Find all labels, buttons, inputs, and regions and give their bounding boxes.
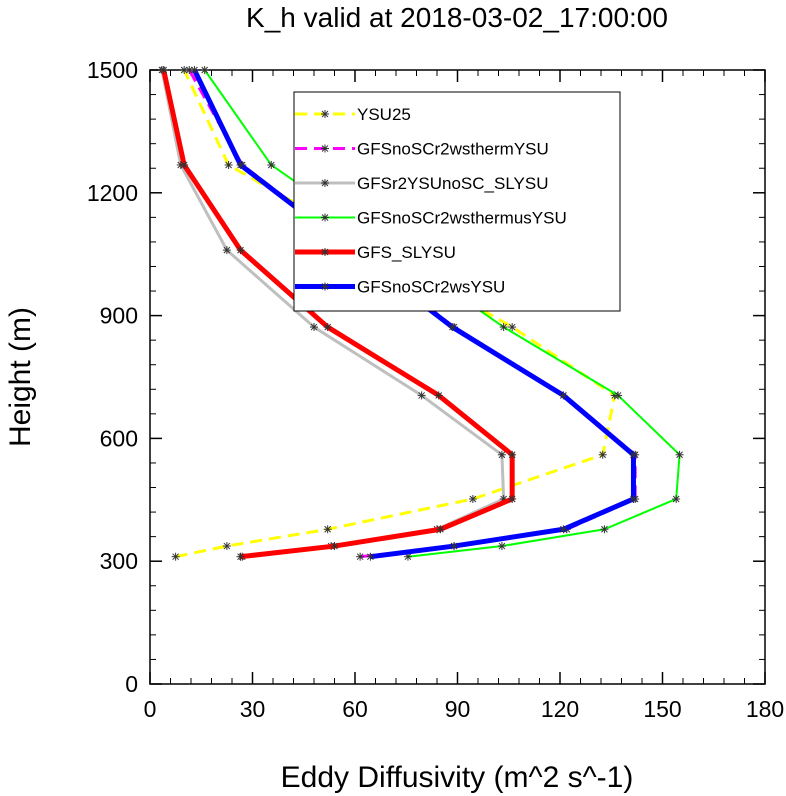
- y-tick-label: 300: [100, 548, 138, 574]
- data-point-marker: [237, 161, 244, 169]
- y-tick-label: 1500: [87, 57, 138, 83]
- legend: YSU25 GFSnoSCr2wsthermYSU GFSr2YSUnoSC_SLY…: [293, 91, 621, 312]
- data-point-marker: [321, 283, 329, 290]
- x-tick-label: 90: [445, 696, 471, 722]
- x-tick-label: 0: [144, 696, 157, 722]
- data-point-marker: [508, 495, 516, 503]
- data-point-marker: [225, 161, 232, 169]
- data-point-marker: [321, 179, 329, 187]
- data-point-marker: [614, 392, 622, 399]
- data-point-marker: [500, 323, 507, 331]
- data-point-marker: [223, 246, 231, 254]
- legend-label: GFS_SLYSU: [357, 243, 456, 262]
- x-tick-label: 30: [240, 696, 266, 722]
- data-point-marker: [450, 542, 458, 550]
- data-point-marker: [630, 495, 637, 503]
- x-tick-label: 60: [342, 696, 368, 722]
- data-point-marker: [185, 66, 193, 74]
- data-point-marker: [599, 451, 607, 459]
- data-point-marker: [237, 246, 244, 254]
- data-point-marker: [508, 451, 516, 459]
- data-point-marker: [630, 451, 637, 459]
- data-point-marker: [676, 451, 683, 459]
- data-point-marker: [324, 323, 332, 331]
- legend-label: GFSnoSCr2wsYSU: [357, 278, 505, 297]
- major-ticks: [149, 69, 766, 685]
- legend-label: GFSr2YSUnoSC_SLYSU: [357, 174, 548, 193]
- y-tick-label: 1200: [87, 180, 138, 206]
- x-axis-label: Eddy Diffusivity (m^2 s^-1): [281, 761, 634, 794]
- x-tick-label: 150: [643, 696, 681, 722]
- data-point-marker: [672, 495, 680, 503]
- y-tick-label: 600: [100, 425, 138, 451]
- data-point-marker: [324, 525, 332, 533]
- data-point-marker: [267, 161, 275, 169]
- y-tick-label: 900: [100, 303, 138, 329]
- y-tick-label: 0: [125, 671, 138, 697]
- data-point-marker: [180, 161, 188, 169]
- data-point-marker: [223, 542, 231, 550]
- x-tick-label: 120: [541, 696, 579, 722]
- legend-label: YSU25: [357, 105, 411, 124]
- data-point-marker: [449, 323, 456, 331]
- data-point-marker: [404, 553, 412, 561]
- data-point-marker: [321, 248, 329, 256]
- data-point-marker: [560, 525, 567, 533]
- data-point-marker: [310, 323, 318, 331]
- data-point-marker: [367, 553, 374, 561]
- data-point-marker: [172, 553, 179, 561]
- legend-label: GFSnoSCr2wsthermYSU: [357, 140, 549, 159]
- data-point-marker: [469, 495, 477, 503]
- data-point-marker: [418, 392, 425, 399]
- x-tick-label: 180: [746, 696, 784, 722]
- legend-label: GFSnoSCr2wsthermusYSU: [357, 209, 567, 228]
- series-4: [159, 66, 517, 561]
- data-point-marker: [356, 553, 364, 561]
- data-point-marker: [601, 525, 608, 533]
- data-point-marker: [437, 525, 444, 533]
- x-tick-labels: 0 30 60 90 120 150 180: [144, 696, 785, 722]
- data-point-marker: [508, 323, 516, 331]
- data-point-marker: [160, 66, 168, 74]
- data-point-marker: [191, 66, 198, 74]
- data-point-marker: [331, 542, 338, 550]
- data-point-marker: [435, 392, 443, 399]
- data-point-marker: [498, 451, 506, 459]
- y-axis-label: Height (m): [4, 307, 37, 447]
- data-point-marker: [321, 145, 329, 152]
- data-point-marker: [498, 542, 506, 550]
- data-point-marker: [321, 110, 329, 118]
- data-point-marker: [201, 66, 209, 74]
- chart-title: K_h valid at 2018-03-02_17:00:00: [246, 2, 668, 33]
- data-point-marker: [321, 214, 329, 221]
- data-point-marker: [180, 66, 188, 74]
- y-tick-labels: 0 300 600 900 1200 1500: [87, 57, 138, 697]
- series-line: [161, 69, 515, 560]
- legend-box: [293, 91, 621, 312]
- data-point-marker: [237, 553, 244, 561]
- data-point-marker: [560, 392, 567, 399]
